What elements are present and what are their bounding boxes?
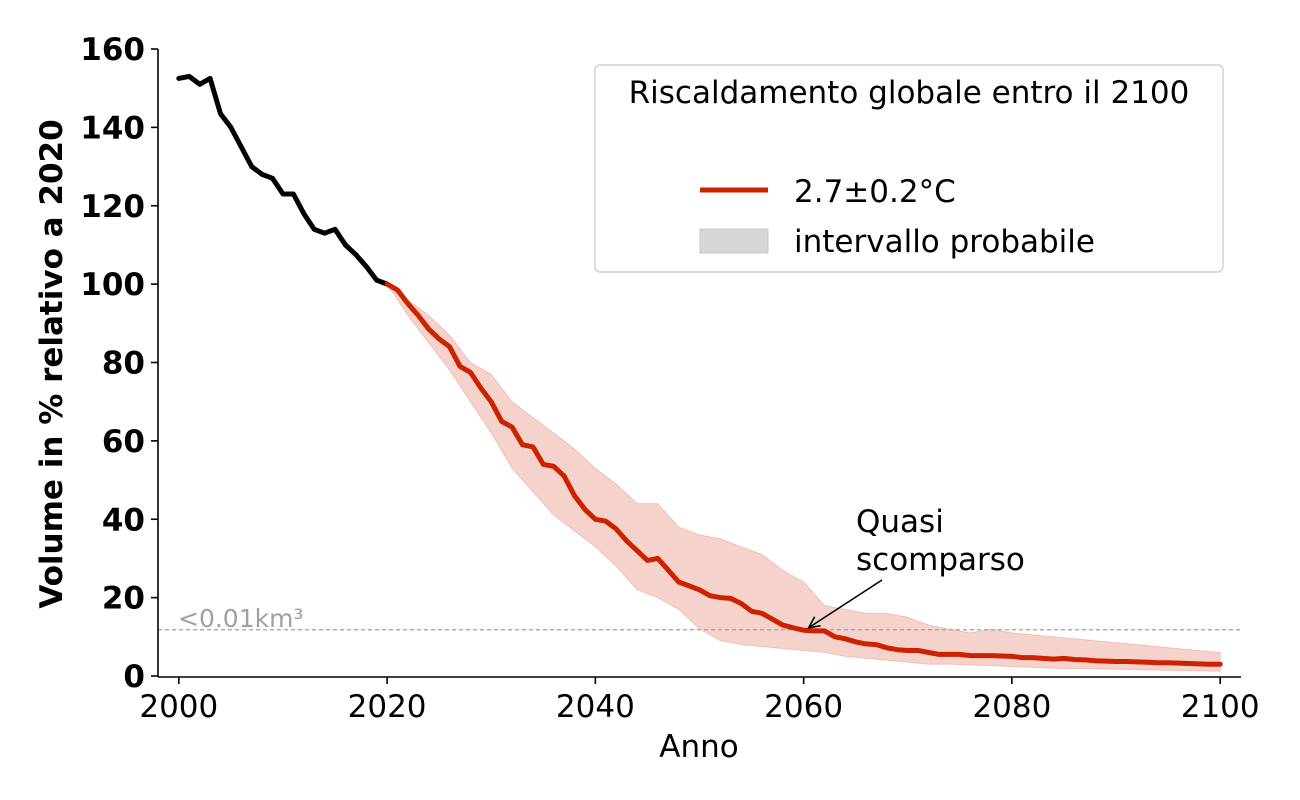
series-scenario-line <box>384 281 1223 667</box>
annotation-line-1: Quasi <box>856 504 944 540</box>
y-tick-label: 60 <box>102 424 145 460</box>
y-axis-label: Volume in % relativo a 2020 <box>34 119 70 608</box>
x-axis-label: Anno <box>659 729 738 765</box>
series-observed-line <box>176 73 390 287</box>
legend-entry-scenario: 2.7±0.2°C <box>794 174 956 210</box>
y-tick-label: 100 <box>80 267 145 303</box>
x-tick-label: 2020 <box>348 689 427 725</box>
legend-frame <box>594 64 1224 273</box>
likely-range-band <box>386 283 1221 672</box>
y-tick-label: 80 <box>102 346 145 382</box>
x-tick-label: 2000 <box>139 689 218 725</box>
legend-title: Riscaldamento globale entro il 2100 <box>629 75 1190 111</box>
threshold-label: <0.01km³ <box>178 604 303 633</box>
annotation-arrow-head <box>807 616 821 629</box>
legend: Riscaldamento globale entro il 2100 2.7±… <box>594 64 1224 273</box>
y-tick-label: 20 <box>102 581 145 617</box>
x-tick-label: 2040 <box>556 689 635 725</box>
x-tick-label: 2060 <box>764 689 843 725</box>
x-tick-label: 2080 <box>972 689 1051 725</box>
annotation-arrow <box>808 579 883 629</box>
annotation-line-2: scomparso <box>856 542 1025 578</box>
y-tick-label: 0 <box>123 659 145 695</box>
legend-entry-range: intervallo probabile <box>794 224 1095 260</box>
y-tick-label: 160 <box>80 32 145 68</box>
x-tick-label: 2100 <box>1181 689 1260 725</box>
y-tick-label: 120 <box>80 189 145 225</box>
legend-patch-swatch <box>699 228 769 254</box>
y-tick-label: 140 <box>80 110 145 146</box>
y-tick-label: 40 <box>102 502 145 538</box>
annotation: Quasi scomparso <box>807 504 1025 629</box>
